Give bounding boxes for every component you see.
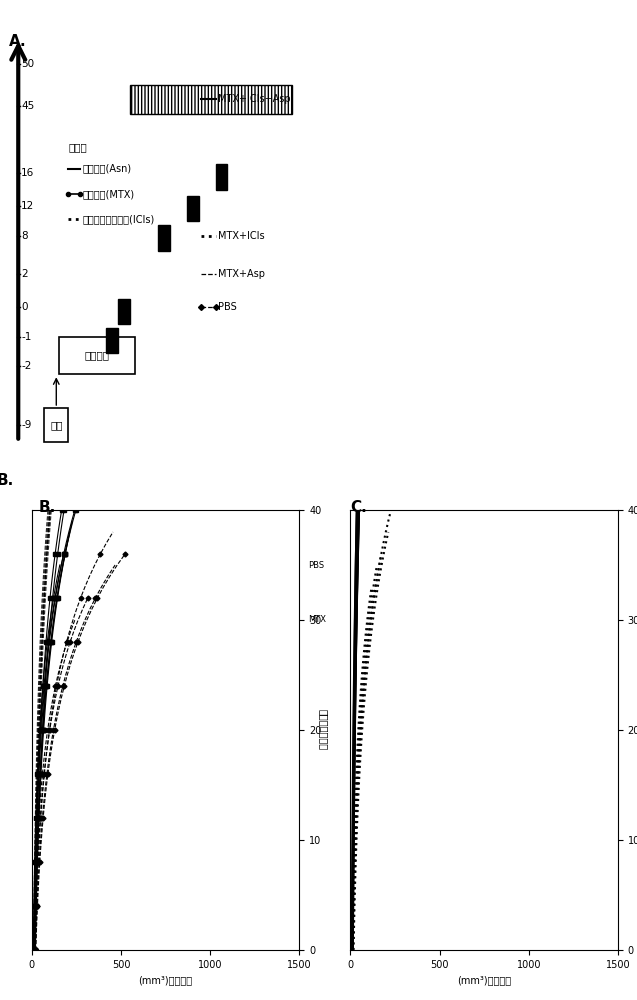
Text: MTX+ICIs: MTX+ICIs: [218, 231, 264, 241]
Bar: [215, 164, 227, 190]
Bar: [106, 328, 118, 353]
Text: 12: 12: [21, 201, 34, 211]
Text: 米托蒽醌(MTX): 米托蒽醌(MTX): [82, 189, 134, 199]
Text: B.: B.: [0, 473, 13, 488]
Text: 阿司匹林(Asn): 阿司匹林(Asn): [82, 164, 132, 174]
Bar: [159, 225, 170, 250]
Text: -2: -2: [21, 361, 31, 371]
Text: 免疫检查点抑制剂(ICIs): 免疫检查点抑制剂(ICIs): [82, 214, 155, 224]
Text: A.: A.: [9, 34, 26, 49]
Text: PBS: PBS: [218, 302, 237, 312]
Text: -9: -9: [21, 420, 31, 430]
Bar: [59, 337, 134, 374]
Text: 50: 50: [21, 59, 34, 69]
Bar: [118, 299, 130, 324]
Bar: [45, 408, 68, 442]
Text: MTX: MTX: [308, 615, 326, 624]
Text: 治疗：: 治疗：: [68, 143, 87, 153]
Text: 0: 0: [21, 302, 27, 312]
Text: MTX+ICIs+Asp: MTX+ICIs+Asp: [218, 94, 290, 104]
Text: 8: 8: [21, 231, 28, 241]
Bar: [187, 196, 199, 221]
X-axis label: (mm³)芯种体积: (mm³)芯种体积: [457, 975, 511, 985]
Text: B.: B.: [38, 500, 55, 515]
Text: -1: -1: [21, 332, 31, 342]
Text: PBS: PBS: [308, 560, 324, 570]
Text: 16: 16: [21, 168, 34, 178]
Y-axis label: 化学疗法后天数: 化学疗法后天数: [318, 709, 329, 751]
Text: 2: 2: [21, 269, 28, 279]
Text: 生长监测: 生长监测: [84, 351, 109, 360]
Bar: [130, 85, 292, 114]
X-axis label: (mm³)芯种体积: (mm³)芯种体积: [139, 975, 192, 985]
Text: C.: C.: [350, 500, 367, 515]
Text: MTX+Asp: MTX+Asp: [218, 269, 265, 279]
Text: 45: 45: [21, 101, 34, 111]
Text: 肿瘤: 肿瘤: [50, 420, 62, 430]
